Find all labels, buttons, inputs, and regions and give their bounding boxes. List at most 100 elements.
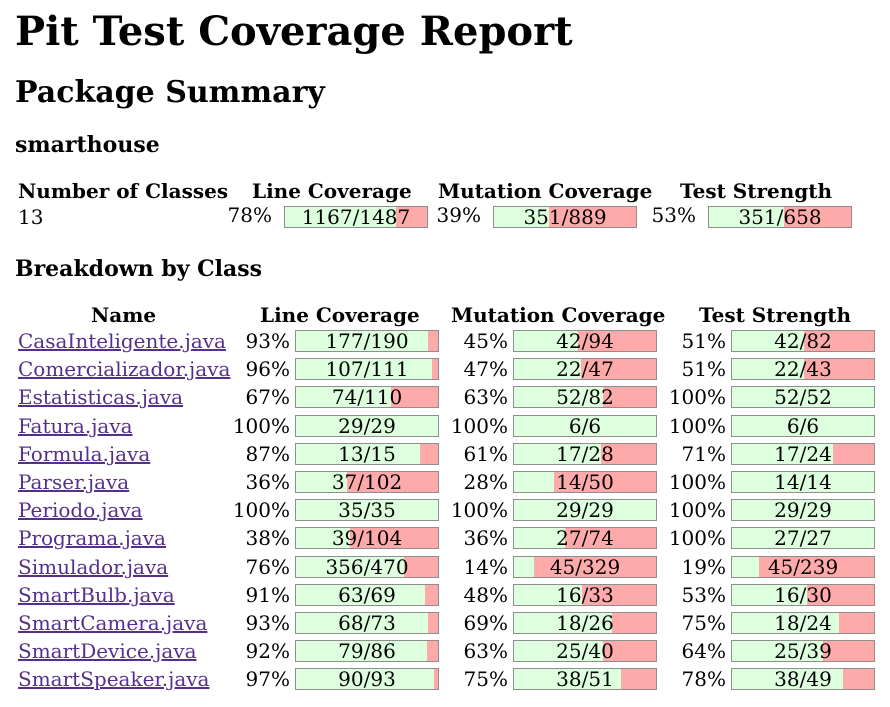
- strength-percent: 51%: [681, 329, 726, 353]
- uncovered-fill: [391, 387, 438, 407]
- mutation-bar: 38/51: [513, 668, 657, 690]
- mutation-label: 38/51: [556, 668, 614, 690]
- class-link[interactable]: Formula.java: [18, 442, 151, 466]
- uncovered-fill: [433, 669, 438, 689]
- class-link[interactable]: Programa.java: [18, 526, 166, 550]
- strength-label: 17/24: [774, 443, 832, 465]
- class-link[interactable]: SmartBulb.java: [18, 583, 175, 607]
- mutation-coverage-bar: 351/889: [493, 206, 637, 228]
- uncovered-fill: [426, 641, 438, 661]
- line-bar: 107/111: [295, 358, 439, 380]
- class-link[interactable]: SmartSpeaker.java: [18, 667, 210, 691]
- class-link[interactable]: Simulador.java: [18, 555, 169, 579]
- strength-bar: 29/29: [731, 499, 875, 521]
- strength-bar: 25/39: [731, 640, 875, 662]
- mutation-percent: 100%: [450, 414, 508, 438]
- line-label: 13/15: [338, 443, 396, 465]
- mutation-label: 18/26: [556, 612, 614, 634]
- test-strength-percent: 53%: [651, 203, 696, 227]
- mutation-label: 16/33: [556, 584, 614, 606]
- uncovered-fill: [807, 585, 874, 605]
- line-coverage-bar: 1167/1487: [284, 206, 428, 228]
- strength-bar: 16/30: [731, 584, 875, 606]
- uncovered-fill: [603, 641, 656, 661]
- mutation-label: 17/28: [556, 443, 614, 465]
- strength-bar: 17/24: [731, 443, 875, 465]
- uncovered-fill: [403, 557, 438, 577]
- line-percent: 97%: [245, 667, 290, 691]
- mutation-percent: 28%: [463, 470, 508, 494]
- header-number-of-classes: Number of Classes: [18, 179, 229, 203]
- mutation-percent: 100%: [450, 498, 508, 522]
- mutation-percent: 45%: [463, 329, 508, 353]
- uncovered-fill: [577, 331, 656, 351]
- line-percent: 92%: [245, 639, 290, 663]
- mutation-label: 14/50: [556, 471, 614, 493]
- header-line-coverage: Line Coverage: [260, 303, 420, 327]
- class-link[interactable]: Fatura.java: [18, 414, 133, 438]
- class-link[interactable]: Estatisticas.java: [18, 385, 184, 409]
- mutation-bar: 42/94: [513, 330, 657, 352]
- line-label: 63/69: [338, 584, 396, 606]
- uncovered-fill: [553, 472, 656, 492]
- line-label: 356/470: [325, 556, 409, 578]
- mutation-label: 27/74: [556, 527, 614, 549]
- package-name: smarthouse: [15, 132, 160, 158]
- line-bar: 35/35: [295, 499, 439, 521]
- class-link[interactable]: Parser.java: [18, 470, 130, 494]
- strength-percent: 100%: [668, 498, 726, 522]
- line-label: 177/190: [325, 330, 409, 352]
- strength-label: 6/6: [786, 415, 820, 437]
- strength-label: 14/14: [774, 471, 832, 493]
- mutation-bar: 45/329: [513, 556, 657, 578]
- mutation-percent: 61%: [463, 442, 508, 466]
- strength-percent: 75%: [681, 611, 726, 635]
- line-label: 74/110: [331, 386, 403, 408]
- uncovered-fill: [428, 331, 438, 351]
- class-link[interactable]: SmartCamera.java: [18, 611, 208, 635]
- uncovered-fill: [549, 207, 636, 227]
- line-percent: 67%: [245, 385, 290, 409]
- number-of-classes-value: 13: [18, 205, 44, 229]
- strength-label: 52/52: [774, 386, 832, 408]
- uncovered-fill: [603, 387, 656, 407]
- class-link[interactable]: SmartDevice.java: [18, 639, 197, 663]
- line-label: 79/86: [338, 640, 396, 662]
- line-percent: 96%: [245, 357, 290, 381]
- line-bar: 79/86: [295, 640, 439, 662]
- strength-percent: 51%: [681, 357, 726, 381]
- line-bar: 74/110: [295, 386, 439, 408]
- strength-percent: 53%: [681, 583, 726, 607]
- line-bar: 39/104: [295, 527, 439, 549]
- line-percent: 36%: [245, 470, 290, 494]
- test-strength-bar: 351/658: [708, 206, 852, 228]
- mutation-percent: 36%: [463, 526, 508, 550]
- strength-label: 27/27: [774, 527, 832, 549]
- line-percent: 91%: [245, 583, 290, 607]
- report-title: Pit Test Coverage Report: [15, 8, 573, 55]
- class-link[interactable]: CasaInteligente.java: [18, 329, 226, 353]
- strength-percent: 100%: [668, 470, 726, 494]
- uncovered-fill: [784, 207, 851, 227]
- class-link[interactable]: Periodo.java: [18, 498, 143, 522]
- uncovered-fill: [580, 359, 656, 379]
- strength-percent: 64%: [681, 639, 726, 663]
- mutation-percent: 63%: [463, 385, 508, 409]
- mutation-percent: 69%: [463, 611, 508, 635]
- test-strength-label: 351/658: [738, 206, 822, 228]
- line-bar: 29/29: [295, 415, 439, 437]
- line-percent: 87%: [245, 442, 290, 466]
- strength-label: 38/49: [774, 668, 832, 690]
- line-bar: 90/93: [295, 668, 439, 690]
- strength-percent: 19%: [681, 555, 726, 579]
- mutation-bar: 17/28: [513, 443, 657, 465]
- class-link[interactable]: Comercializador.java: [18, 357, 231, 381]
- line-bar: 13/15: [295, 443, 439, 465]
- mutation-label: 52/82: [556, 386, 614, 408]
- mutation-bar: 18/26: [513, 612, 657, 634]
- uncovered-fill: [832, 444, 874, 464]
- mutation-bar: 27/74: [513, 527, 657, 549]
- strength-bar: 38/49: [731, 668, 875, 690]
- strength-bar: 42/82: [731, 330, 875, 352]
- strength-bar: 18/24: [731, 612, 875, 634]
